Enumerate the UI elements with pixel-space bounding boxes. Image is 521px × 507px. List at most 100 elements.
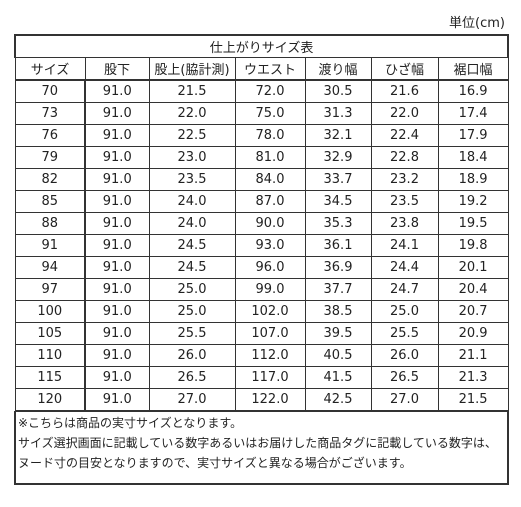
- value-cell: 20.1: [437, 256, 509, 279]
- value-cell: 91.0: [84, 344, 150, 367]
- value-cell: 122.0: [234, 388, 306, 411]
- value-cell: 25.0: [148, 278, 236, 301]
- size-cell: 73: [14, 102, 86, 125]
- size-cell: 85: [14, 190, 86, 213]
- value-cell: 19.5: [437, 212, 509, 235]
- value-cell: 36.9: [304, 256, 372, 279]
- value-cell: 18.9: [437, 168, 509, 191]
- notes: ※こちらは商品の実寸サイズとなります。 サイズ選択画面に記載している数字あるいはお…: [14, 411, 509, 485]
- value-cell: 117.0: [234, 366, 306, 389]
- size-cell: 97: [14, 278, 86, 301]
- value-cell: 33.7: [304, 168, 372, 191]
- size-cell: 82: [14, 168, 86, 191]
- value-cell: 91.0: [84, 79, 150, 103]
- column-header: 渡り幅: [304, 57, 372, 81]
- column-header: ウエスト: [234, 57, 306, 81]
- value-cell: 17.9: [437, 124, 509, 147]
- value-cell: 25.5: [370, 322, 439, 345]
- size-cell: 115: [14, 366, 86, 389]
- value-cell: 78.0: [234, 124, 306, 147]
- value-cell: 41.5: [304, 366, 372, 389]
- note-line: ヌード寸の目安となりますので、実寸サイズと異なる場合がございます。: [18, 456, 412, 470]
- value-cell: 87.0: [234, 190, 306, 213]
- column-header: 股上(脇計測): [148, 57, 236, 81]
- size-cell: 88: [14, 212, 86, 235]
- table-body: 70 91.0 21.5 72.0 30.5 21.6 16.9 73 91.0 22.0 75.0…: [14, 79, 509, 411]
- title-row: 仕上がりサイズ表: [13, 34, 510, 58]
- value-cell: 20.4: [437, 278, 509, 301]
- header-row: サイズ 股下 股上(脇計測) ウエスト 渡り幅 ひざ幅 裾口幅: [14, 57, 509, 81]
- value-cell: 23.8: [370, 212, 439, 235]
- value-cell: 37.7: [304, 278, 372, 301]
- value-cell: 75.0: [234, 102, 306, 125]
- size-cell: 120: [14, 388, 86, 411]
- value-cell: 23.5: [148, 168, 236, 191]
- value-cell: 26.0: [370, 344, 439, 367]
- table-row: 97 91.0 25.0 99.0 37.7 24.7 20.4: [14, 278, 509, 301]
- value-cell: 21.1: [437, 344, 509, 367]
- value-cell: 23.5: [370, 190, 439, 213]
- table-head: 仕上がりサイズ表 サイズ 股下 股上(脇計測) ウエスト 渡り幅 ひざ幅 裾口幅: [13, 34, 510, 81]
- value-cell: 19.8: [437, 234, 509, 257]
- table-row: 115 91.0 26.5 117.0 41.5 26.5 21.3: [14, 366, 509, 389]
- table-row: 82 91.0 23.5 84.0 33.7 23.2 18.9: [14, 168, 509, 191]
- column-header: サイズ: [14, 57, 86, 81]
- value-cell: 91.0: [84, 124, 150, 147]
- value-cell: 34.5: [304, 190, 372, 213]
- value-cell: 22.5: [148, 124, 236, 147]
- value-cell: 39.5: [304, 322, 372, 345]
- size-cell: 94: [14, 256, 86, 279]
- value-cell: 91.0: [84, 278, 150, 301]
- value-cell: 24.0: [148, 212, 236, 235]
- value-cell: 91.0: [84, 322, 150, 345]
- value-cell: 112.0: [234, 344, 306, 367]
- value-cell: 36.1: [304, 234, 372, 257]
- value-cell: 31.3: [304, 102, 372, 125]
- value-cell: 84.0: [234, 168, 306, 191]
- table-row: 70 91.0 21.5 72.0 30.5 21.6 16.9: [14, 79, 509, 103]
- value-cell: 24.5: [148, 234, 236, 257]
- value-cell: 24.7: [370, 278, 439, 301]
- value-cell: 32.1: [304, 124, 372, 147]
- unit-label: 単位(cm): [449, 16, 505, 31]
- value-cell: 26.5: [370, 366, 439, 389]
- table-row: 73 91.0 22.0 75.0 31.3 22.0 17.4: [14, 102, 509, 125]
- value-cell: 90.0: [234, 212, 306, 235]
- value-cell: 81.0: [234, 146, 306, 169]
- value-cell: 23.0: [148, 146, 236, 169]
- value-cell: 17.4: [437, 102, 509, 125]
- value-cell: 22.8: [370, 146, 439, 169]
- value-cell: 24.0: [148, 190, 236, 213]
- value-cell: 91.0: [84, 300, 150, 323]
- value-cell: 91.0: [84, 388, 150, 411]
- column-header: 裾口幅: [437, 57, 509, 81]
- value-cell: 20.9: [437, 322, 509, 345]
- value-cell: 96.0: [234, 256, 306, 279]
- table-row: 120 91.0 27.0 122.0 42.5 27.0 21.5: [14, 388, 509, 411]
- value-cell: 30.5: [304, 79, 372, 103]
- value-cell: 24.1: [370, 234, 439, 257]
- table-title: 仕上がりサイズ表: [13, 34, 510, 58]
- value-cell: 24.4: [370, 256, 439, 279]
- value-cell: 107.0: [234, 322, 306, 345]
- value-cell: 91.0: [84, 102, 150, 125]
- size-cell: 79: [14, 146, 86, 169]
- value-cell: 25.0: [148, 300, 236, 323]
- value-cell: 38.5: [304, 300, 372, 323]
- value-cell: 72.0: [234, 79, 306, 103]
- table-row: 88 91.0 24.0 90.0 35.3 23.8 19.5: [14, 212, 509, 235]
- size-table: 仕上がりサイズ表 サイズ 股下 股上(脇計測) ウエスト 渡り幅 ひざ幅 裾口幅 70 91.…: [13, 34, 510, 411]
- size-cell: 100: [14, 300, 86, 323]
- table-row: 91 91.0 24.5 93.0 36.1 24.1 19.8: [14, 234, 509, 257]
- value-cell: 21.3: [437, 366, 509, 389]
- value-cell: 25.5: [148, 322, 236, 345]
- value-cell: 40.5: [304, 344, 372, 367]
- table-row: 105 91.0 25.5 107.0 39.5 25.5 20.9: [14, 322, 509, 345]
- value-cell: 91.0: [84, 146, 150, 169]
- value-cell: 93.0: [234, 234, 306, 257]
- value-cell: 32.9: [304, 146, 372, 169]
- value-cell: 25.0: [370, 300, 439, 323]
- value-cell: 35.3: [304, 212, 372, 235]
- value-cell: 99.0: [234, 278, 306, 301]
